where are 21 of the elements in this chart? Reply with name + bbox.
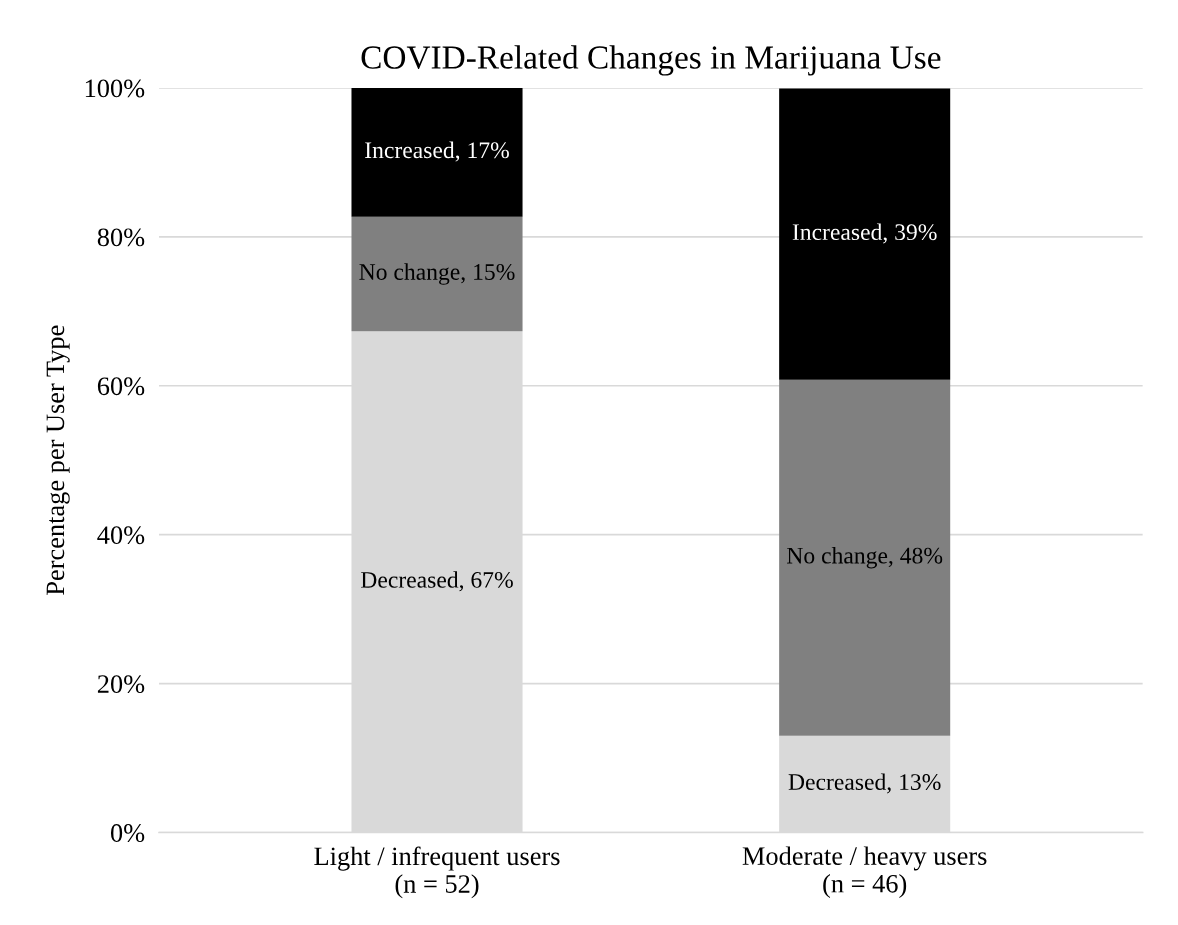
bar	[779, 88, 951, 380]
y-tick-label: 40%	[97, 526, 145, 545]
data-label: Increased, 39%	[792, 223, 937, 244]
data-label: No change, 48%	[787, 546, 943, 569]
x-tick-label: Light / infrequent users (n = 52)	[314, 846, 560, 899]
data-label: Decreased, 67%	[360, 571, 513, 592]
y-axis-title: Percentage per User Type	[46, 325, 70, 595]
y-tick-label: 0%	[110, 824, 145, 842]
x-tick-label: Moderate / heavy users (n = 46)	[742, 846, 987, 898]
y-tick-label: 80%	[97, 228, 145, 247]
y-tick-label: 60%	[97, 377, 145, 396]
bar	[351, 216, 523, 332]
chart-title: COVID-Related Changes in Marijuana Use	[361, 45, 941, 76]
data-label: Decreased, 13%	[788, 773, 941, 794]
y-tick-label: 20%	[97, 675, 145, 694]
bar	[779, 379, 951, 736]
y-tick-label: 100%	[85, 79, 145, 98]
data-label: Increased, 17%	[365, 141, 509, 162]
bar	[779, 735, 951, 833]
bar	[351, 87, 523, 217]
data-label: No change, 15%	[359, 263, 515, 285]
